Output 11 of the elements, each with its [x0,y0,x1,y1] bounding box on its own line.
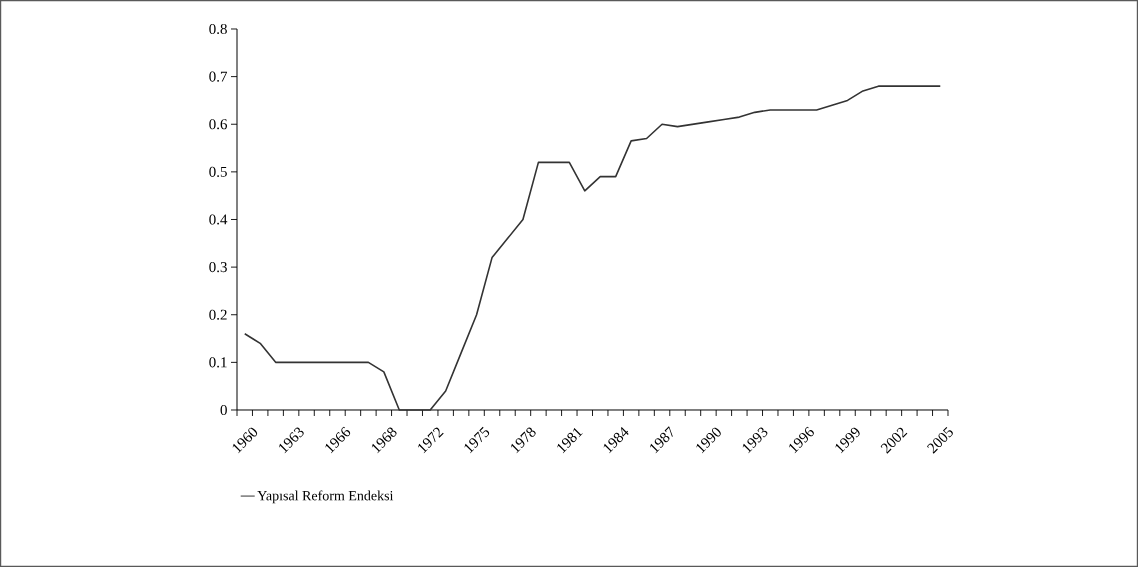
y-tick-label: 0.5 [209,166,227,177]
y-tick-label: 0.4 [209,214,228,225]
y-tick-label: 0.1 [209,357,227,368]
y-tick-label: 0.6 [209,119,228,130]
y-tick-label: 0 [220,404,227,416]
y-tick-label: 0.2 [209,309,227,320]
y-tick-label: 0.7 [209,71,228,82]
y-tick-label: 0.3 [209,262,227,273]
y-tick-label: 0.8 [209,23,227,35]
legend-label: Yapısal Reform Endeksi [257,490,394,504]
x-tick-label: 1981 [557,427,583,454]
